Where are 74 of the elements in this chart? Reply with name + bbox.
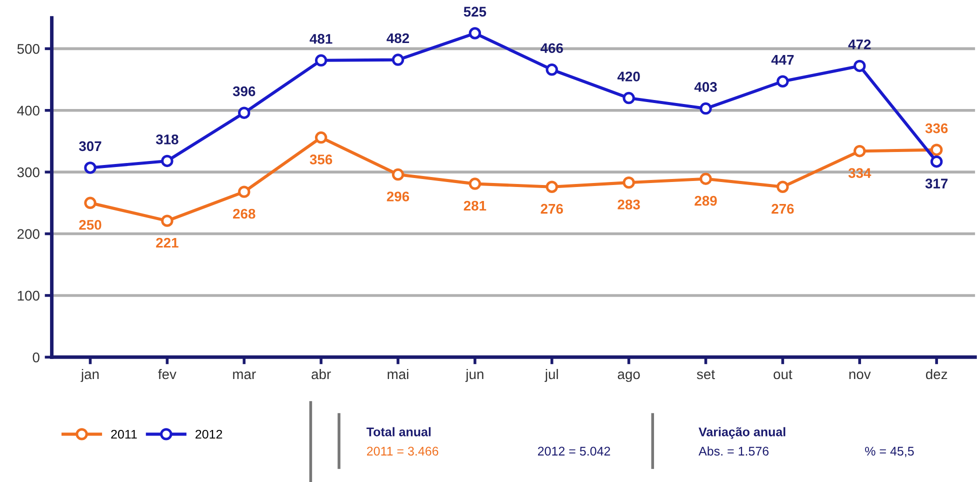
point [238, 106, 250, 119]
x-tick-label: dez [926, 368, 948, 380]
point [546, 64, 558, 76]
data-label: 276 [772, 204, 794, 214]
text: 2011 = 3.466 [367, 446, 438, 456]
y-tick-label: 0 [32, 352, 40, 362]
x-tick-label: ago [618, 372, 640, 382]
data-label: 525 [464, 6, 486, 17]
text: Abs. = 1.576 [698, 446, 769, 456]
data-label: 318 [156, 134, 178, 144]
y-tick-label: 500 [17, 44, 40, 54]
point [84, 196, 96, 210]
y-tick-label: 300 [17, 167, 40, 178]
point [776, 180, 789, 193]
x-tick-label: nov [849, 372, 871, 380]
point [700, 172, 712, 185]
x-tick-label: mar [233, 372, 256, 380]
y-tick-label: 100 [18, 290, 40, 301]
text: Variação anual [698, 427, 786, 439]
point [392, 54, 404, 66]
data-label: 420 [617, 72, 640, 82]
data-label: 307 [78, 141, 102, 152]
x-tick-label: fev [158, 368, 176, 380]
data-label: 281 [464, 200, 486, 211]
point [314, 131, 328, 144]
point [700, 102, 712, 115]
legend-label: 2011 [111, 430, 137, 439]
data-label: 466 [540, 43, 563, 54]
data-label: 289 [694, 196, 717, 206]
data-label: 472 [848, 39, 871, 50]
data-label: 283 [618, 200, 640, 210]
data-label: 447 [771, 55, 794, 65]
point [854, 144, 866, 158]
data-label: 356 [310, 154, 332, 164]
point [854, 60, 866, 72]
x-tick-label: jun [465, 368, 484, 382]
y-tick-label: 200 [18, 229, 40, 239]
point [161, 214, 174, 227]
x-tick-label: jan [80, 368, 99, 382]
x-tick-label: set [696, 370, 715, 380]
point [776, 75, 789, 88]
point [546, 180, 558, 193]
text: 2012 = 5.042 [538, 446, 610, 456]
point [622, 176, 635, 189]
data-label: 403 [694, 82, 717, 92]
point [161, 154, 174, 168]
x-tick-label: abr [312, 368, 331, 380]
data-label: 250 [79, 220, 102, 230]
data-label: 336 [925, 123, 948, 134]
data-label: 276 [540, 204, 563, 214]
x-tick-label: mai [388, 368, 408, 380]
data-label: 317 [925, 178, 948, 188]
data-label: 221 [156, 238, 178, 248]
data-label: 396 [232, 86, 256, 96]
point [468, 27, 482, 40]
point [238, 186, 250, 198]
text: % = 45,5 [865, 446, 914, 458]
x-tick-label: jul [544, 368, 558, 382]
x-tick-label: out [774, 370, 792, 380]
point [930, 155, 943, 168]
data-label: 481 [310, 34, 332, 44]
point [622, 92, 635, 104]
legend-label: 2012 [196, 430, 222, 439]
y-tick-label: 400 [17, 106, 40, 116]
data-label: 334 [848, 168, 872, 178]
point [930, 144, 943, 156]
data-label: 296 [386, 192, 410, 202]
data-label: 268 [233, 208, 256, 219]
point [392, 168, 404, 181]
point [314, 54, 328, 67]
data-label: 482 [386, 33, 410, 44]
text: Total anual [366, 427, 431, 436]
point [468, 178, 482, 190]
point [84, 162, 96, 174]
